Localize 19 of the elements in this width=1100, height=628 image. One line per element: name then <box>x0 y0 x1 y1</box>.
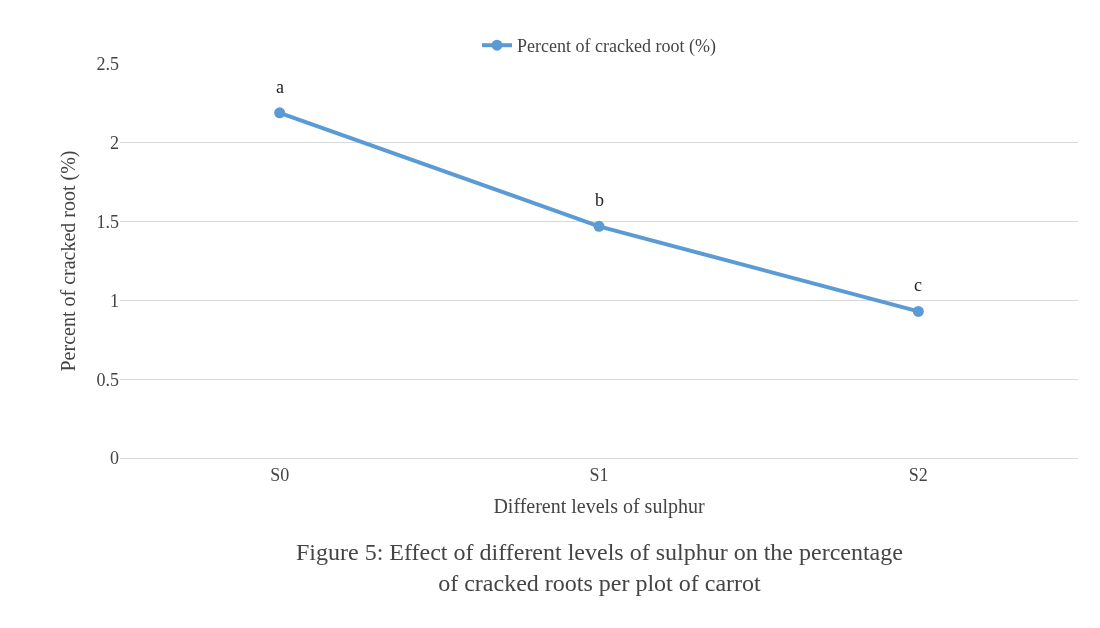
x-tick-label: S2 <box>908 464 928 485</box>
y-tick-label: 0 <box>110 448 119 469</box>
point <box>912 305 924 317</box>
point <box>274 107 286 119</box>
y-axis-title: Percent of cracked root (%) <box>57 150 80 372</box>
annotation: c <box>914 275 922 295</box>
x-tick-label: S1 <box>589 464 609 485</box>
annotation: a <box>276 77 284 97</box>
y-tick-label: 1 <box>110 290 119 311</box>
caption: Figure 5: Effect of different levels of sulphur on the percentage of cracked roots per plot of carrot <box>296 539 903 597</box>
x-tick-label: S0 <box>270 464 290 485</box>
legend-label: Percent of cracked root (%) <box>517 36 716 58</box>
point <box>593 220 605 232</box>
y-tick-label: 2.5 <box>96 54 119 75</box>
y-tick-label: 2 <box>110 133 119 154</box>
x-axis-title: Different levels of sulphur <box>493 495 705 519</box>
annotation: b <box>595 190 604 210</box>
y-tick-label: 0.5 <box>96 369 119 390</box>
y-tick-label: 1.5 <box>96 211 119 232</box>
